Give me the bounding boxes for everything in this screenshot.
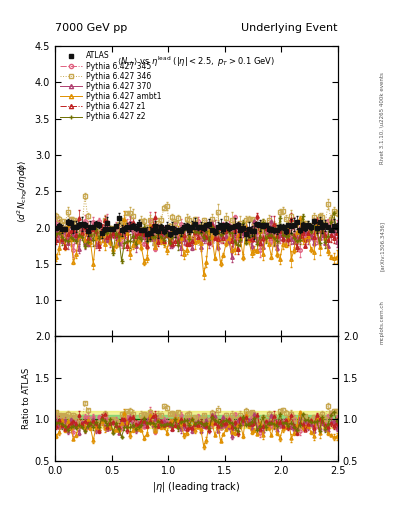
Bar: [55, 411, 338, 428]
Legend: ATLAS, Pythia 6.427 345, Pythia 6.427 346, Pythia 6.427 370, Pythia 6.427 ambt1,: ATLAS, Pythia 6.427 345, Pythia 6.427 34…: [59, 50, 163, 123]
Text: Underlying Event: Underlying Event: [241, 23, 338, 33]
Text: mcplots.cern.ch: mcplots.cern.ch: [380, 301, 384, 345]
Text: $\langle N_{ch} \rangle$ vs $\eta^\mathrm{lead}$ ($|\eta| < 2.5,\ p_T > 0.1\ \ma: $\langle N_{ch} \rangle$ vs $\eta^\mathr…: [118, 55, 275, 69]
Y-axis label: Ratio to ATLAS: Ratio to ATLAS: [22, 368, 31, 429]
Text: ATLAS_2010_S8894728: ATLAS_2010_S8894728: [152, 236, 241, 245]
Bar: [55, 415, 338, 423]
Y-axis label: $\langle d^2 N_\mathrm{chg}/d\eta d\phi \rangle$: $\langle d^2 N_\mathrm{chg}/d\eta d\phi …: [16, 160, 31, 223]
Text: Rivet 3.1.10, \u2265 400k events: Rivet 3.1.10, \u2265 400k events: [380, 72, 384, 164]
X-axis label: $|\eta|$ (leading track): $|\eta|$ (leading track): [152, 480, 241, 494]
Text: [arXiv:1306.3436]: [arXiv:1306.3436]: [380, 221, 384, 271]
Text: 7000 GeV pp: 7000 GeV pp: [55, 23, 127, 33]
